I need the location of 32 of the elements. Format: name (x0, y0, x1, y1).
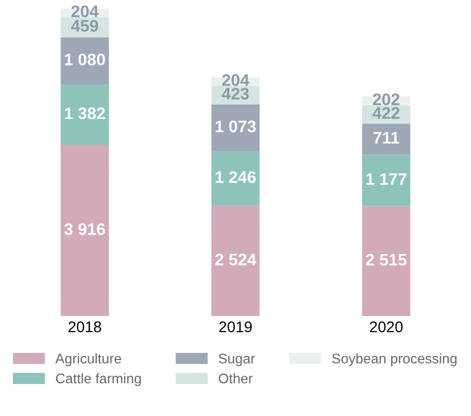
data-label: 1 080 (64, 54, 105, 66)
bar (211, 151, 260, 206)
data-label: 1 073 (216, 120, 256, 132)
data-label: 2 524 (215, 254, 256, 266)
bar (60, 84, 109, 145)
bar (362, 124, 410, 155)
x-tick-label: 2018 (68, 321, 102, 332)
data-label: 711 (373, 132, 400, 144)
bar (60, 144, 109, 316)
data-label: 204 (71, 5, 99, 18)
data-label: 1 177 (366, 173, 406, 185)
legend-label: Other (218, 373, 253, 384)
legend-label: Soybean processing (332, 353, 457, 366)
legend-label: Sugar (218, 354, 255, 366)
legend-label: Agriculture (55, 353, 122, 366)
bar (211, 104, 260, 152)
data-label: 202 (372, 93, 400, 106)
bar (211, 206, 260, 316)
x-tick-label: 2019 (219, 321, 252, 332)
bar (362, 154, 410, 206)
data-label: 423 (222, 88, 249, 100)
legend-label: Cattle farming (56, 373, 141, 386)
data-label: 204 (222, 74, 250, 86)
data-label: 459 (71, 20, 98, 32)
data-label: 1 382 (64, 107, 105, 120)
data-label: 422 (372, 107, 400, 119)
bar (362, 206, 410, 316)
data-label: 3 916 (64, 223, 106, 236)
data-label: 1 246 (216, 171, 256, 184)
data-label: 2 515 (366, 254, 407, 266)
x-tick-label: 2020 (370, 321, 403, 332)
bar (60, 37, 109, 85)
